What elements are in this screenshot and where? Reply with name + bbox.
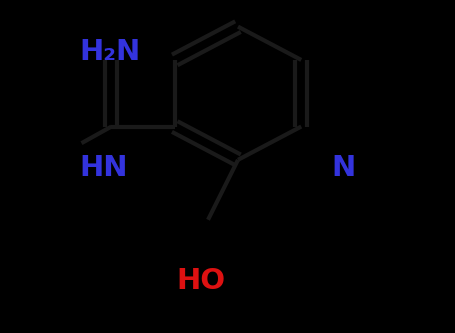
Text: H₂N: H₂N <box>80 38 141 66</box>
Text: HO: HO <box>176 267 225 295</box>
Text: HN: HN <box>80 154 128 182</box>
Text: N: N <box>330 154 355 182</box>
